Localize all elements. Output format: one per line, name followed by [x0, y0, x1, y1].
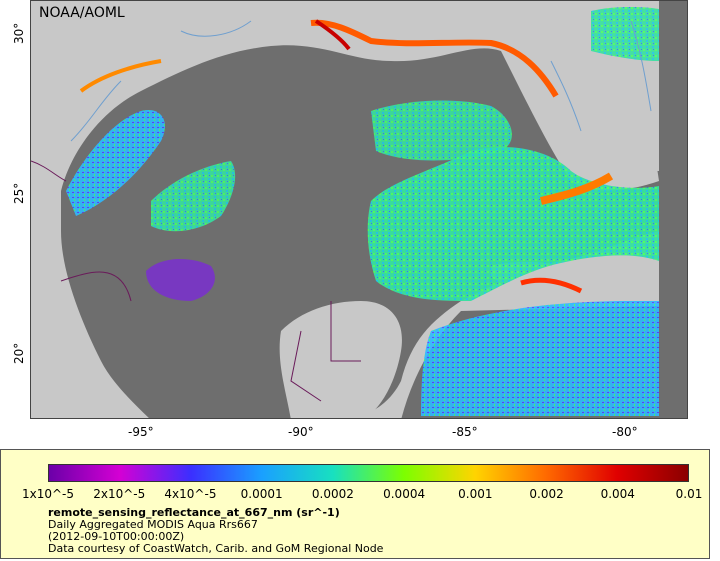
- lon-label-95: -95°: [128, 425, 154, 439]
- cuba-coast-high: [520, 277, 583, 294]
- reflectance-swath-atlantic: [591, 6, 659, 61]
- colorbar-tick-label: 4x10^-5: [164, 487, 217, 501]
- reflectance-swath-north: [371, 100, 512, 161]
- river: [70, 20, 652, 142]
- map-canvas: [31, 1, 687, 418]
- cuba-land: [491, 261, 659, 304]
- colorbar-tick-label: 0.01: [675, 487, 703, 501]
- colorbar-tick-label: 0.0002: [311, 487, 354, 501]
- colorbar-tick-label: 2x10^-5: [93, 487, 146, 501]
- colorbar-tick-label: 0.0004: [383, 487, 426, 501]
- texas-coast-high: [79, 59, 162, 93]
- country-border: [31, 160, 361, 402]
- lon-label-90: -90°: [288, 425, 314, 439]
- reflectance-swath-caribbean: [421, 301, 659, 416]
- florida-keys-high: [540, 172, 614, 205]
- reflectance-swath-central: [151, 161, 236, 232]
- reflectance-swath-west: [66, 110, 165, 216]
- colorbar-tick-label: 0.0001: [240, 487, 283, 501]
- data-courtesy: Data courtesy of CoastWatch, Carib. and …: [48, 542, 384, 555]
- colorbar: [48, 464, 689, 482]
- lat-label-30: 30°: [12, 22, 26, 44]
- map-panel: NOAA/AOML: [30, 0, 688, 419]
- map-credit: NOAA/AOML: [39, 5, 125, 21]
- coastal-high-reflectance: [310, 19, 559, 98]
- product-name: Daily Aggregated MODIS Aqua Rrs667: [48, 518, 258, 531]
- colorbar-tick-label: 0.001: [458, 487, 493, 501]
- variable-name: remote_sensing_reflectance_at_667_nm (sr…: [48, 506, 340, 519]
- atlantic-water: [659, 1, 687, 418]
- data-date: (2012-09-10T00:00:00Z): [48, 530, 185, 543]
- lon-label-80: -80°: [612, 425, 638, 439]
- legend-panel: 1x10^-5 2x10^-5 4x10^-5 0.0001 0.0002 0.0004 0…: [0, 449, 710, 559]
- lon-label-85: -85°: [452, 425, 478, 439]
- lat-label-20: 20°: [12, 342, 26, 364]
- coastal-high-reflectance-red: [314, 19, 351, 51]
- reflectance-swath-purple: [146, 259, 215, 301]
- colorbar-tick-label: 1x10^-5: [21, 487, 75, 501]
- yucatan-land: [279, 301, 402, 418]
- lat-label-25: 25°: [12, 182, 26, 204]
- colorbar-tick-label: 0.004: [600, 487, 635, 501]
- colorbar-tick-label: 0.002: [529, 487, 564, 501]
